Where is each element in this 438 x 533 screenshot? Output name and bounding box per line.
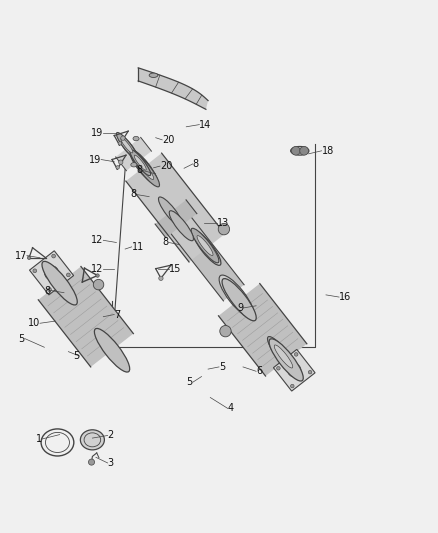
- Ellipse shape: [121, 138, 133, 153]
- Circle shape: [294, 353, 298, 356]
- Ellipse shape: [193, 231, 221, 265]
- Text: 12: 12: [91, 264, 103, 273]
- Text: 8: 8: [130, 189, 136, 199]
- Circle shape: [300, 147, 308, 155]
- Circle shape: [116, 166, 120, 169]
- Ellipse shape: [117, 133, 137, 158]
- Ellipse shape: [197, 236, 213, 255]
- Text: 6: 6: [256, 366, 262, 376]
- Text: 8: 8: [193, 159, 199, 169]
- Circle shape: [119, 160, 123, 164]
- Ellipse shape: [227, 285, 246, 308]
- Circle shape: [291, 147, 300, 155]
- Ellipse shape: [45, 266, 59, 280]
- Polygon shape: [170, 216, 244, 301]
- Text: 1: 1: [36, 434, 42, 444]
- Ellipse shape: [172, 214, 188, 234]
- Circle shape: [159, 276, 163, 280]
- Text: 5: 5: [18, 334, 25, 344]
- Circle shape: [67, 273, 70, 277]
- Text: 11: 11: [132, 242, 144, 252]
- Text: 8: 8: [137, 165, 143, 175]
- Ellipse shape: [138, 159, 154, 180]
- Text: 10: 10: [28, 318, 40, 328]
- Text: 5: 5: [219, 362, 225, 372]
- Ellipse shape: [219, 275, 254, 318]
- Text: 4: 4: [228, 403, 234, 414]
- Circle shape: [48, 288, 51, 292]
- Ellipse shape: [191, 228, 219, 263]
- Ellipse shape: [42, 261, 77, 305]
- Polygon shape: [29, 251, 74, 295]
- Text: 3: 3: [108, 458, 114, 468]
- Text: 15: 15: [169, 264, 181, 273]
- Circle shape: [220, 326, 231, 337]
- Text: 9: 9: [237, 303, 243, 313]
- Text: 17: 17: [14, 251, 27, 261]
- Ellipse shape: [268, 336, 300, 376]
- Text: 13: 13: [217, 218, 229, 228]
- Polygon shape: [126, 153, 225, 262]
- Text: 19: 19: [91, 128, 103, 139]
- Text: 12: 12: [91, 235, 103, 245]
- Ellipse shape: [149, 73, 158, 77]
- Ellipse shape: [134, 155, 146, 170]
- Circle shape: [27, 256, 31, 260]
- Text: 8: 8: [45, 286, 51, 295]
- Ellipse shape: [118, 135, 138, 159]
- Polygon shape: [116, 138, 152, 171]
- Polygon shape: [155, 200, 197, 238]
- Text: 5: 5: [187, 377, 193, 387]
- Ellipse shape: [222, 279, 256, 321]
- Circle shape: [308, 370, 312, 374]
- Text: 14: 14: [199, 119, 212, 130]
- Circle shape: [218, 223, 230, 235]
- Circle shape: [52, 254, 56, 258]
- Text: 20: 20: [162, 135, 175, 145]
- Polygon shape: [219, 284, 307, 376]
- Ellipse shape: [290, 147, 309, 155]
- Text: 19: 19: [89, 155, 101, 165]
- Text: 18: 18: [321, 146, 334, 156]
- Ellipse shape: [169, 211, 194, 241]
- Polygon shape: [38, 266, 134, 367]
- Polygon shape: [273, 350, 315, 391]
- Ellipse shape: [81, 430, 104, 450]
- Circle shape: [118, 142, 122, 145]
- Ellipse shape: [159, 197, 183, 227]
- Ellipse shape: [132, 152, 159, 187]
- Circle shape: [33, 269, 37, 273]
- Circle shape: [93, 279, 104, 290]
- Text: 7: 7: [114, 310, 120, 319]
- Text: 16: 16: [339, 292, 351, 302]
- Ellipse shape: [130, 150, 158, 184]
- Circle shape: [121, 136, 125, 140]
- Circle shape: [96, 274, 99, 277]
- Text: 5: 5: [73, 351, 79, 361]
- Ellipse shape: [94, 328, 130, 372]
- Ellipse shape: [269, 339, 303, 381]
- Text: 2: 2: [108, 431, 114, 440]
- Text: 20: 20: [160, 161, 173, 171]
- Text: 8: 8: [162, 238, 169, 247]
- Circle shape: [277, 367, 280, 370]
- Circle shape: [290, 384, 294, 388]
- Ellipse shape: [131, 163, 137, 167]
- Circle shape: [88, 459, 95, 465]
- Ellipse shape: [129, 149, 149, 173]
- Ellipse shape: [130, 150, 151, 175]
- Ellipse shape: [133, 136, 139, 141]
- Ellipse shape: [288, 364, 301, 377]
- Ellipse shape: [226, 283, 242, 303]
- Ellipse shape: [274, 345, 293, 368]
- Polygon shape: [138, 68, 208, 109]
